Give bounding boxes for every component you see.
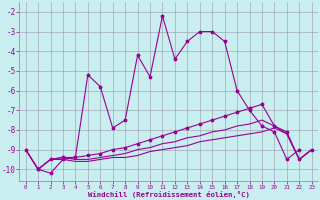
X-axis label: Windchill (Refroidissement éolien,°C): Windchill (Refroidissement éolien,°C)	[88, 191, 250, 198]
